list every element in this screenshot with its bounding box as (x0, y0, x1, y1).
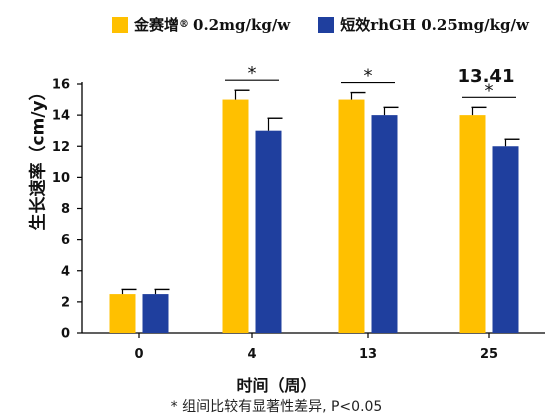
bar (222, 99, 249, 333)
bar (142, 294, 169, 333)
significance-star: * (364, 66, 373, 87)
y-axis-label: 生长速率（cm/y） (28, 83, 49, 231)
legend-dose-jinsaizeng: 0.2mg/kg/w (193, 15, 291, 34)
legend-swatch-yellow (112, 16, 128, 33)
x-tick-label: 13 (359, 347, 377, 362)
bar (459, 115, 486, 333)
y-tick-label: 14 (52, 109, 70, 124)
footnote: * 组间比较有显著性差异, P<0.05 (170, 399, 383, 415)
bar (371, 115, 398, 333)
value-annotation: 13.41 (458, 66, 515, 87)
x-tick-label: 0 (134, 347, 143, 362)
y-tick-label: 10 (52, 171, 70, 186)
y-tick-label: 0 (61, 327, 70, 342)
significance-star: * (248, 63, 257, 84)
legend-item-rhgh: 短效rhGH 0.25mg/kg/w (318, 14, 529, 35)
y-tick-label: 2 (61, 295, 70, 310)
legend-swatch-blue (318, 16, 335, 33)
bar (492, 146, 519, 333)
registered-mark: ® (179, 19, 190, 30)
y-tick-label: 12 (52, 140, 70, 155)
x-tick-label: 25 (480, 347, 498, 362)
legend: 金赛增 ® 0.2mg/kg/w 短效rhGH 0.25mg/kg/w (112, 14, 553, 35)
significance-star: * (485, 80, 494, 101)
y-tick-label: 6 (61, 233, 70, 248)
bar (109, 294, 136, 333)
bar (255, 130, 282, 333)
legend-label-jinsaizeng: 金赛增 (134, 16, 180, 34)
legend-item-jinsaizeng: 金赛增 ® 0.2mg/kg/w (112, 14, 290, 35)
y-tick-label: 8 (61, 202, 70, 217)
legend-label-rhgh: 短效rhGH 0.25mg/kg/w (340, 16, 529, 34)
x-tick-label: 4 (247, 347, 256, 362)
x-axis-label: 时间（周） (236, 376, 317, 395)
bar (338, 99, 365, 333)
y-tick-label: 16 (52, 78, 70, 93)
y-tick-label: 4 (61, 264, 70, 279)
